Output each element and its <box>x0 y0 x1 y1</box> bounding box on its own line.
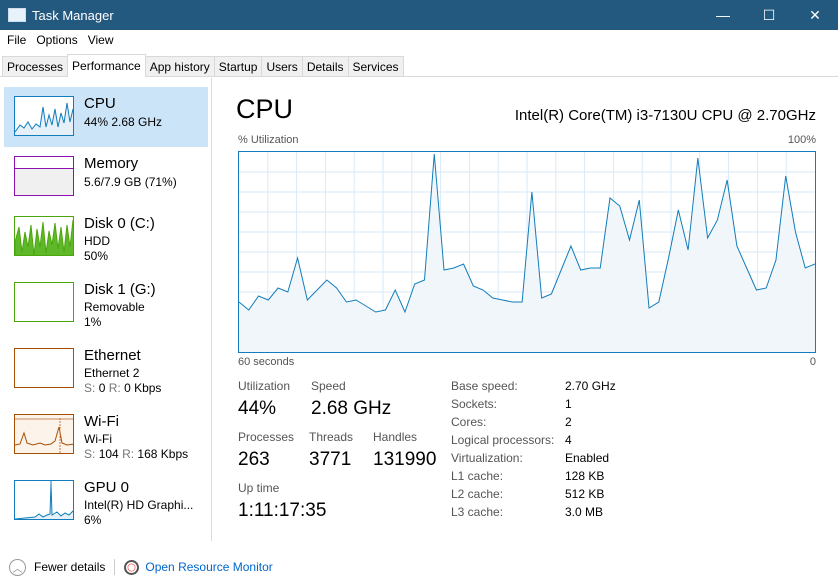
speed-label: Speed <box>311 379 346 393</box>
sidebar-cpu-name: CPU <box>84 95 116 112</box>
menu-view[interactable]: View <box>87 32 114 47</box>
cpu-model: Intel(R) Core(TM) i3-7130U CPU @ 2.70GHz <box>514 107 816 124</box>
disk0-thumbnail-graph <box>14 216 74 256</box>
cpu-series-line <box>238 153 816 314</box>
tab-services[interactable]: Services <box>347 56 404 76</box>
uptime-value: 1:11:17:35 <box>238 500 327 521</box>
page-title: CPU <box>236 94 294 124</box>
sidebar-item-cpu[interactable]: CPU 44% 2.68 GHz <box>4 87 208 147</box>
sidebar-memory-usage: 5.6/7.9 GB (71%) <box>84 175 177 189</box>
utilization-axis-label: % Utilization <box>238 134 299 146</box>
utilization-label: Utilization <box>238 379 291 393</box>
wifi-thumbnail-graph <box>14 414 74 454</box>
gpu-thumbnail-graph <box>14 480 74 520</box>
open-resource-monitor-link[interactable]: Open Resource Monitor <box>145 560 273 574</box>
tab-performance[interactable]: Performance <box>67 54 146 77</box>
tab-details[interactable]: Details <box>301 56 349 76</box>
tab-processes[interactable]: Processes <box>2 56 69 76</box>
sidebar-wifi-adapter: Wi-Fi <box>84 432 112 446</box>
detail-label: Virtualization: <box>451 451 523 465</box>
detail-label: Sockets: <box>451 397 498 411</box>
title-bar: Task Manager — ☐ ✕ <box>0 0 838 30</box>
cpu-thumbnail-graph <box>14 96 74 136</box>
sidebar-disk0-type: HDD <box>84 234 110 248</box>
threads-label: Threads <box>309 430 354 444</box>
cpu-area <box>239 154 815 352</box>
fewer-details-label: Fewer details <box>34 560 106 574</box>
detail-value: 2.70 GHz <box>565 379 616 393</box>
footer: ︿ Fewer details Open Resource Monitor <box>0 555 838 579</box>
detail-value: 1 <box>565 397 572 411</box>
window-title: Task Manager <box>32 7 114 23</box>
disk1-thumbnail-graph <box>14 282 74 322</box>
tab-app-history[interactable]: App history <box>144 56 215 76</box>
threads-value: 3771 <box>309 449 352 470</box>
detail-label: L2 cache: <box>451 487 504 501</box>
detail-value: 3.0 MB <box>565 505 604 519</box>
task-manager-icon <box>8 8 26 22</box>
resource-monitor-icon <box>124 559 140 575</box>
sidebar-wifi-name: Wi-Fi <box>84 413 119 430</box>
sidebar-disk0-name: Disk 0 (C:) <box>84 215 155 232</box>
sidebar-disk0-usage: 50% <box>84 249 109 263</box>
minimize-button[interactable]: — <box>716 7 730 23</box>
sidebar-wifi-throughput: S: 104 R: 168 Kbps <box>84 447 189 461</box>
sidebar-item-memory[interactable]: Memory 5.6/7.9 GB (71%) <box>4 147 208 207</box>
min-axis-label: 0 <box>809 356 816 368</box>
cpu-utilization-graph <box>238 151 816 353</box>
detail-value: 512 KB <box>565 487 605 501</box>
detail-value: 2 <box>565 415 572 429</box>
menu-bar: File Options View <box>0 30 838 49</box>
processes-label: Processes <box>238 430 295 444</box>
detail-label: L1 cache: <box>451 469 504 483</box>
sidebar-ethernet-throughput: S: 0 R: 0 Kbps <box>84 381 162 395</box>
sidebar-ethernet-name: Ethernet <box>84 347 141 364</box>
sidebar-ethernet-adapter: Ethernet 2 <box>84 366 140 380</box>
tab-users[interactable]: Users <box>261 56 303 76</box>
divider <box>114 559 116 575</box>
chevron-up-icon: ︿ <box>9 558 26 576</box>
menu-file[interactable]: File <box>7 32 27 47</box>
detail-label: Base speed: <box>451 379 518 393</box>
handles-value: 131990 <box>373 449 437 470</box>
sidebar-item-disk0[interactable]: Disk 0 (C:) HDD 50% <box>4 207 208 267</box>
sidebar-cpu-usage: 44% 2.68 GHz <box>84 115 163 129</box>
maximize-button[interactable]: ☐ <box>762 6 776 23</box>
sidebar-item-wifi[interactable]: Wi-Fi Wi-Fi S: 104 R: 168 Kbps <box>4 405 208 465</box>
uptime-label: Up time <box>238 481 280 495</box>
sidebar-item-disk1[interactable]: Disk 1 (G:) Removable 1% <box>4 273 208 333</box>
sidebar-disk1-name: Disk 1 (G:) <box>84 281 156 298</box>
sidebar-memory-name: Memory <box>84 155 139 172</box>
processes-value: 263 <box>238 449 270 470</box>
utilization-value: 44% <box>238 398 277 419</box>
sidebar-item-ethernet[interactable]: Ethernet Ethernet 2 S: 0 R: 0 Kbps <box>4 339 208 399</box>
sidebar-disk1-usage: 1% <box>84 315 102 329</box>
detail-label: L3 cache: <box>451 505 504 519</box>
detail-value: 4 <box>565 433 572 447</box>
ethernet-thumbnail-graph <box>14 348 74 388</box>
close-button[interactable]: ✕ <box>809 6 821 23</box>
tab-bar: Processes Performance App history Startu… <box>0 53 838 77</box>
sidebar-gpu-name: GPU 0 <box>84 479 130 496</box>
time-axis-label: 60 seconds <box>238 356 295 368</box>
detail-label: Cores: <box>451 415 487 429</box>
detail-value: 128 KB <box>565 469 605 483</box>
resource-sidebar: CPU 44% 2.68 GHz Memory 5.6/7.9 GB (71%)… <box>0 78 212 541</box>
memory-thumbnail-graph <box>14 156 74 196</box>
speed-value: 2.68 GHz <box>311 398 392 419</box>
handles-label: Handles <box>373 430 418 444</box>
tab-startup[interactable]: Startup <box>213 56 263 76</box>
sidebar-disk1-type: Removable <box>84 300 145 314</box>
sidebar-gpu-usage: 6% <box>84 513 102 527</box>
max-axis-label: 100% <box>787 134 816 146</box>
menu-options[interactable]: Options <box>36 32 78 47</box>
detail-label: Logical processors: <box>451 433 555 447</box>
fewer-details-button[interactable]: ︿ Fewer details <box>9 558 106 576</box>
detail-value: Enabled <box>565 451 610 465</box>
sidebar-gpu-model: Intel(R) HD Graphi... <box>84 498 194 512</box>
sidebar-item-gpu[interactable]: GPU 0 Intel(R) HD Graphi... 6% <box>4 471 208 531</box>
